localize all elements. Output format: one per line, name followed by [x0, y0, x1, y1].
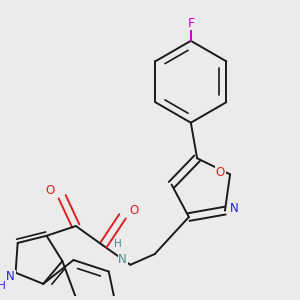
- Text: H: H: [0, 281, 6, 291]
- Text: F: F: [187, 17, 194, 30]
- Text: H: H: [114, 239, 122, 249]
- Text: O: O: [130, 204, 139, 217]
- Text: O: O: [216, 166, 225, 179]
- Text: N: N: [118, 254, 127, 266]
- Text: N: N: [230, 202, 239, 215]
- Text: N: N: [6, 270, 15, 283]
- Text: O: O: [46, 184, 55, 197]
